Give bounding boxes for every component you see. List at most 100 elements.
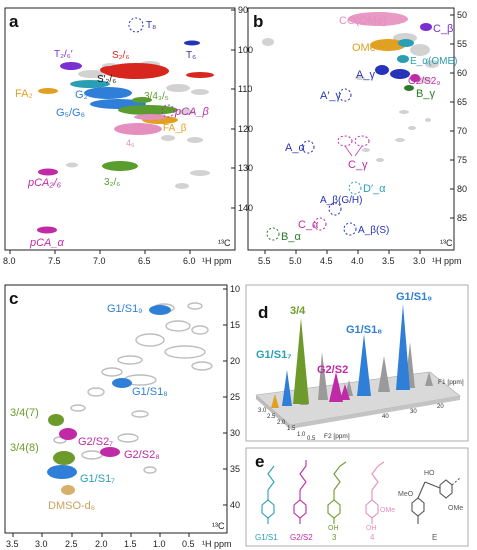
tick-c-x-6: 0.5 — [182, 539, 195, 549]
dashed-t8 — [128, 17, 144, 33]
contour-s26-left — [100, 66, 120, 74]
label-g5g6: G₅/G₆ — [56, 107, 85, 119]
label-fab: FA_β — [163, 123, 187, 134]
label-d-g1s18: G1/S1₈ — [346, 324, 382, 336]
surface-edge-front — [290, 396, 460, 429]
tick-b-y-7: 85 — [457, 213, 467, 223]
contour-s26-right — [186, 72, 214, 78]
contour-g2s28 — [100, 447, 120, 457]
label-d-g1s19: G1/S1₉ — [396, 291, 432, 303]
label-e-3: 3 — [332, 533, 337, 542]
tick-d-x-1: 2.5 — [267, 414, 276, 420]
tick-c-y-3: 25 — [230, 392, 240, 402]
structure-4 — [365, 461, 385, 524]
tick-a-y-2: 110 — [238, 84, 252, 94]
panel-c-gray-contours — [53, 302, 213, 474]
label-eaome: E_α(OME) — [410, 56, 457, 67]
contour-ag-b — [390, 69, 410, 79]
tick-b-x-1: 5.0 — [289, 256, 302, 266]
panel-c-y-axis: 10 15 20 25 30 35 40 ¹³C — [212, 284, 240, 531]
label-3-26: 3₂/₆ — [104, 177, 120, 188]
panel-d: d 3/4 G1/S1₉ G1/S1₈ G1/S1₇ G2/S2 3.0 2.5 — [245, 284, 469, 442]
panel-a-x-axis: 8.0 7.5 7.0 6.5 6.0 ¹H ppm — [3, 250, 232, 266]
dashed-ba — [266, 227, 280, 241]
peak-orange — [271, 394, 279, 408]
label-pcab: pCA_β — [174, 106, 210, 118]
tick-c-y-4: 30 — [230, 428, 240, 438]
panel-a-letter: a — [9, 12, 19, 31]
panel-c-frame — [4, 284, 228, 534]
axis-d-y: F1 [ppm] — [438, 379, 464, 386]
contour-cb — [420, 23, 432, 31]
dashed-ca — [313, 217, 327, 231]
label-g2s28: G2/S2₈ — [124, 449, 160, 461]
tick-a-x-3: 6.5 — [138, 256, 151, 266]
structure-g1s1 — [261, 465, 275, 524]
dashed-pcab — [161, 104, 175, 118]
panel-e-frame — [245, 447, 469, 547]
label-e-ome-E: OMe — [448, 505, 463, 512]
label-d-g1s17: G1/S1₇ — [256, 349, 292, 361]
contour-g2s27 — [59, 428, 77, 440]
label-345: 3/4₃/₅ — [144, 91, 169, 102]
contour-eaome — [397, 55, 409, 63]
contour-347 — [48, 414, 64, 426]
tick-b-y-5: 75 — [457, 155, 467, 165]
label-e-oh-3: OH — [328, 525, 339, 532]
panel-b-x-axis: 5.5 5.0 4.5 4.0 3.5 3.0 ¹H ppm — [258, 250, 462, 266]
peak-g2s2-b — [340, 384, 350, 400]
tick-b-y-2: 60 — [457, 68, 467, 78]
label-ba: B_α — [281, 231, 301, 243]
label-g2: G₂ — [75, 89, 88, 101]
contour-fa2 — [38, 88, 58, 94]
tick-a-y-5: 140 — [238, 203, 253, 213]
contour-g1s18 — [112, 378, 132, 388]
label-46: 4₆ — [126, 138, 135, 148]
contour-g1s19 — [149, 305, 171, 315]
label-g2s27: G2/S2₇ — [78, 436, 113, 448]
label-s26: S₂/₆ — [112, 50, 129, 61]
tick-c-x-2: 2.5 — [65, 539, 78, 549]
unit-c-y: ¹³C — [212, 521, 225, 531]
contour-t6 — [184, 40, 200, 46]
label-g2s29: G2/S2₉ — [408, 76, 440, 87]
tick-a-y-1: 100 — [238, 45, 253, 55]
contour-g1s17 — [47, 465, 77, 479]
tick-b-y-4: 70 — [457, 126, 467, 136]
contour-345-b — [132, 97, 152, 103]
tick-a-y-4: 130 — [238, 163, 253, 173]
peak-34 — [293, 318, 309, 404]
dashed-aa — [301, 140, 315, 154]
axis-d-x: F2 [ppm] — [324, 433, 350, 440]
tick-d-x-0: 3.0 — [258, 408, 267, 414]
contour-pca26 — [38, 168, 58, 176]
tick-b-x-3: 4.0 — [351, 256, 364, 266]
label-pcaa: pCA_α — [29, 237, 65, 249]
label-apg: A′_γ — [320, 90, 342, 102]
tick-b-x-5: 3.0 — [413, 256, 426, 266]
structure-e — [411, 477, 461, 524]
tick-b-x-4: 3.5 — [382, 256, 395, 266]
tick-b-x-0: 5.5 — [258, 256, 271, 266]
tick-c-y-0: 10 — [230, 284, 240, 294]
label-s26p: S′₂/₆ — [97, 74, 116, 85]
panel-a-y-axis: 90 100 110 120 130 140 ¹³C — [218, 5, 253, 248]
contour-3-26 — [102, 161, 138, 171]
label-e-g1s1: G1/S1 — [255, 533, 278, 542]
label-t26: T₂/₆′ — [54, 49, 73, 60]
contour-t26 — [60, 62, 82, 70]
dashed-cg-2 — [354, 135, 370, 147]
contour-g2 — [84, 87, 132, 99]
peak-g1s19 — [396, 304, 410, 390]
panel-a: a — [3, 5, 253, 266]
panel-c-x-axis: 3.5 3.0 2.5 2.0 1.5 1.0 0.5 ¹H ppm — [6, 533, 232, 549]
label-abs: A_β(S) — [358, 225, 389, 236]
label-ome: OMe — [352, 42, 376, 54]
tick-b-y-1: 55 — [457, 39, 467, 49]
tick-c-x-3: 2.0 — [95, 539, 108, 549]
tick-c-y-5: 35 — [230, 464, 240, 474]
panel-b: b — [247, 7, 467, 266]
label-d-34: 3/4 — [290, 305, 306, 317]
tick-d-x-4: 1.0 — [297, 432, 306, 438]
